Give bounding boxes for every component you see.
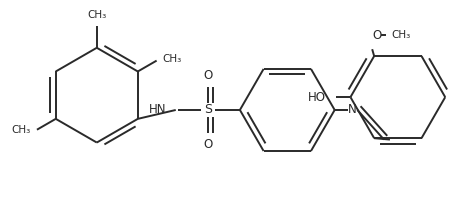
Text: HN: HN (148, 103, 166, 117)
Text: CH₃: CH₃ (12, 125, 31, 135)
Text: O: O (372, 29, 382, 42)
Text: CH₃: CH₃ (87, 10, 106, 20)
Text: HO: HO (308, 91, 326, 104)
Text: CH₃: CH₃ (163, 54, 182, 64)
Text: O: O (204, 138, 213, 151)
Text: O: O (204, 69, 213, 82)
Text: N: N (348, 103, 357, 117)
Text: CH₃: CH₃ (391, 30, 410, 40)
Text: S: S (204, 103, 212, 117)
